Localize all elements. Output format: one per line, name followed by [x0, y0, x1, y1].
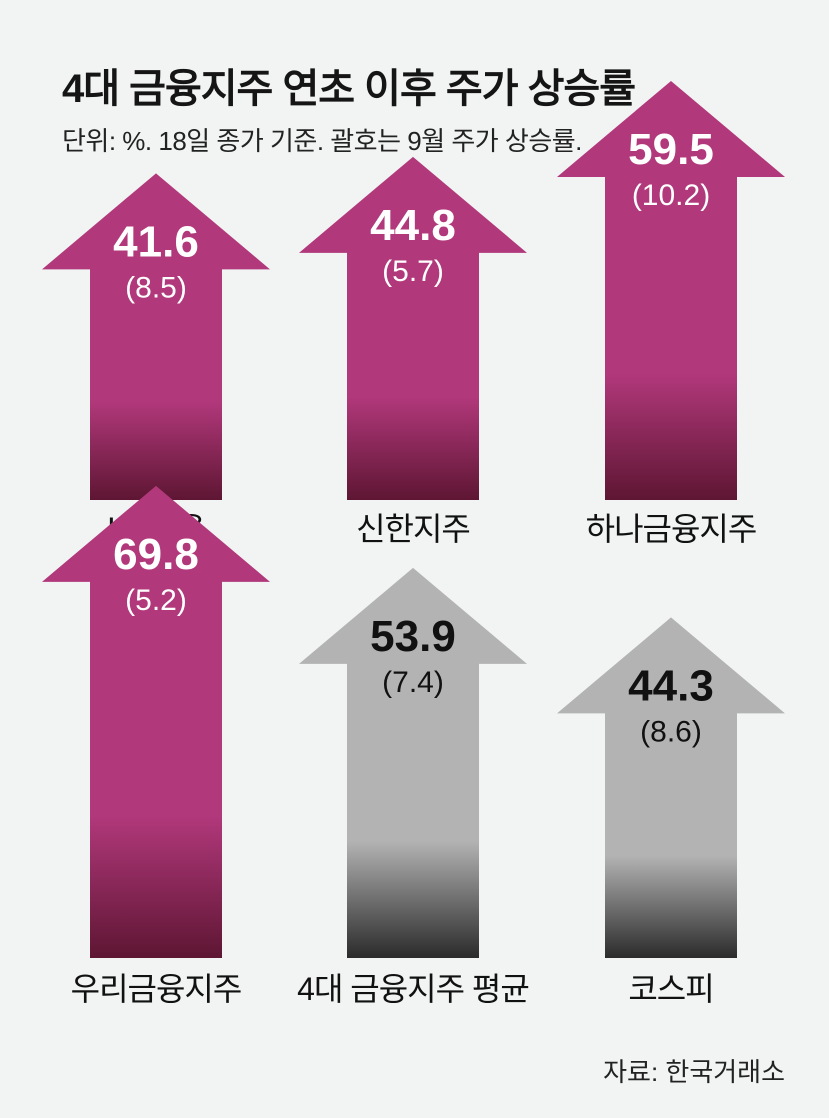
category-label: 하나금융지주	[586, 511, 757, 547]
value-label: 41.6	[113, 217, 199, 266]
september-label: (10.2)	[632, 179, 710, 212]
chart-subtitle: 단위: %. 18일 종가 기준. 괄호는 9월 주가 상승률.	[62, 126, 582, 156]
source-note: 자료: 한국거래소	[603, 1057, 785, 1087]
value-label: 59.5	[628, 125, 714, 174]
arrow-bar	[557, 617, 785, 958]
arrow-bar	[299, 567, 527, 958]
arrow-bar	[299, 156, 527, 500]
arrow-bar	[42, 173, 270, 500]
september-label: (5.2)	[125, 584, 187, 617]
category-label: 코스피	[628, 971, 713, 1007]
september-label: (8.5)	[125, 271, 187, 304]
arrow-bar	[557, 80, 785, 500]
category-label: 신한지주	[356, 511, 470, 547]
value-label: 69.8	[113, 530, 199, 579]
category-label: 4대 금융지주 평균	[297, 971, 529, 1007]
september-label: (7.4)	[382, 666, 444, 699]
category-label: 우리금융지주	[71, 971, 242, 1007]
value-label: 44.3	[628, 661, 714, 710]
value-label: 44.8	[370, 201, 456, 250]
september-label: (5.7)	[382, 255, 444, 288]
value-label: 53.9	[370, 612, 456, 661]
arrow-bar	[42, 485, 270, 958]
september-label: (8.6)	[640, 715, 702, 748]
chart-title: 4대 금융지주 연초 이후 주가 상승률	[62, 67, 636, 111]
